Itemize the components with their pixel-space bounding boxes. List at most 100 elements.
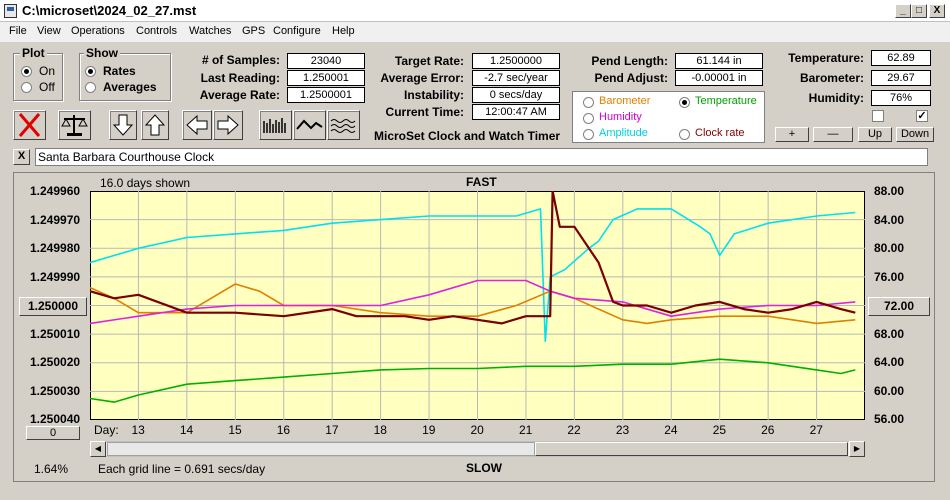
- noise-view-button[interactable]: [327, 110, 360, 140]
- x-tick-label: 14: [179, 423, 194, 437]
- x-tick-label: 22: [567, 423, 581, 437]
- down-arrow-icon: [112, 114, 134, 136]
- close-window-button[interactable]: X: [929, 4, 945, 18]
- humidity-radio[interactable]: [583, 113, 594, 124]
- left-tick: 1.249960: [30, 184, 81, 198]
- show-rates-radio[interactable]: [85, 66, 96, 77]
- bar-view-button[interactable]: [259, 110, 292, 140]
- clock-rate-radio[interactable]: [679, 129, 690, 140]
- days-shown-label: 16.0 days shown: [100, 176, 191, 190]
- plot-off-radio[interactable]: [21, 82, 32, 93]
- wave-view-button[interactable]: [293, 110, 326, 140]
- series-line: [90, 358, 856, 403]
- scroll-left-button[interactable]: ◀: [90, 441, 106, 457]
- temperature-radio[interactable]: [679, 97, 690, 108]
- up-arrow-button[interactable]: [141, 110, 169, 140]
- menu-view[interactable]: View: [37, 25, 61, 37]
- menu-file[interactable]: File: [9, 25, 27, 37]
- clear-clock-button[interactable]: X: [13, 149, 30, 165]
- show-rates-label: Rates: [103, 64, 136, 78]
- left-checkbox[interactable]: [872, 110, 884, 122]
- clock-name-field[interactable]: Santa Barbara Courthouse Clock: [35, 148, 928, 166]
- minus-button[interactable]: —: [813, 127, 853, 142]
- show-averages-label: Averages: [103, 80, 157, 94]
- amplitude-radio[interactable]: [583, 129, 594, 140]
- x-tick-label: 24: [664, 423, 678, 437]
- right-tick: 56.00: [874, 412, 905, 426]
- left-tick: 1.249980: [30, 241, 81, 255]
- x-tick-label: 23: [615, 423, 630, 437]
- x-tick-label: 25: [712, 423, 727, 437]
- average-rate-field: 1.2500001: [287, 87, 365, 103]
- plot-on-radio[interactable]: [21, 66, 32, 77]
- minimize-button[interactable]: _: [895, 4, 911, 18]
- show-group-title: Show: [84, 46, 120, 60]
- menu-configure[interactable]: Configure: [273, 25, 321, 37]
- left-tick: 1.250020: [30, 355, 81, 369]
- target-rate-field[interactable]: 1.2500000: [472, 53, 560, 69]
- center-temp-button[interactable]: 72.00: [868, 297, 930, 316]
- fast-label: FAST: [466, 175, 497, 189]
- plot-group: [13, 53, 63, 101]
- right-arrow-icon: [217, 114, 239, 136]
- right-checkbox[interactable]: ✓: [916, 110, 928, 122]
- series-line: [90, 191, 856, 325]
- day-label: Day:: [94, 423, 119, 437]
- sensor-select-box: [572, 91, 765, 143]
- zero-button[interactable]: 0: [26, 426, 80, 440]
- pend-length-field[interactable]: 61.144 in: [675, 53, 763, 69]
- temperature-option-label: Temperature: [695, 95, 757, 107]
- x-tick-label: 18: [373, 423, 387, 437]
- pend-adjust-field[interactable]: -0.00001 in: [675, 70, 763, 86]
- stop-button[interactable]: [13, 110, 46, 140]
- right-arrow-button[interactable]: [213, 110, 243, 140]
- plot-group-title: Plot: [20, 46, 47, 60]
- menu-gps[interactable]: GPS: [242, 25, 266, 37]
- x-tick-label: 16: [276, 423, 291, 437]
- left-tick: 1.250010: [30, 327, 81, 341]
- left-tick: 1.250030: [30, 384, 81, 398]
- menu-help[interactable]: Help: [332, 25, 355, 37]
- show-group: [79, 53, 171, 101]
- percent-label: 1.64%: [34, 462, 69, 476]
- maximize-button[interactable]: □: [911, 4, 927, 18]
- menu-bar: [0, 22, 950, 42]
- title-bar: C:\microset\2024_02_27.mst _ □ X: [0, 0, 950, 22]
- menu-operations[interactable]: Operations: [71, 25, 125, 37]
- right-tick: 64.00: [874, 355, 905, 369]
- red-x-icon: [18, 113, 41, 137]
- target-rate-label: Target Rate:: [394, 54, 464, 68]
- barometer-field: 29.67: [871, 70, 931, 86]
- chart-plot: [90, 191, 865, 420]
- app-icon[interactable]: [4, 4, 17, 18]
- plot-off-label: Off: [39, 80, 55, 94]
- up-button[interactable]: Up: [858, 127, 892, 142]
- pend-adjust-label: Pend Adjust:: [594, 71, 668, 85]
- current-time-label: Current Time:: [385, 105, 464, 119]
- show-averages-radio[interactable]: [85, 82, 96, 93]
- right-tick: 68.00: [874, 327, 905, 341]
- plus-button[interactable]: +: [775, 127, 809, 142]
- series-line: [90, 208, 856, 343]
- down-arrow-button[interactable]: [109, 110, 137, 140]
- scroll-thumb[interactable]: [535, 442, 848, 456]
- scroll-right-button[interactable]: ▶: [849, 441, 865, 457]
- center-rate-button[interactable]: 1.250000: [19, 297, 87, 316]
- left-arrow-icon: [186, 114, 208, 136]
- series-line: [90, 279, 856, 325]
- x-tick-label: 27: [809, 423, 823, 437]
- right-tick: 76.00: [874, 270, 905, 284]
- down-button[interactable]: Down: [896, 127, 934, 142]
- menu-watches[interactable]: Watches: [189, 25, 232, 37]
- instability-label: Instability:: [403, 88, 464, 102]
- left-arrow-button[interactable]: [182, 110, 212, 140]
- x-tick-label: 19: [422, 423, 436, 437]
- ripple-icon: [330, 119, 356, 133]
- barometer-radio[interactable]: [583, 97, 594, 108]
- bar-graph-icon: [263, 118, 286, 133]
- menu-controls[interactable]: Controls: [136, 25, 177, 37]
- x-tick-label: 26: [761, 423, 775, 437]
- right-tick: 60.00: [874, 384, 905, 398]
- balance-button[interactable]: [58, 110, 91, 140]
- barometer-label: Barometer:: [799, 71, 864, 85]
